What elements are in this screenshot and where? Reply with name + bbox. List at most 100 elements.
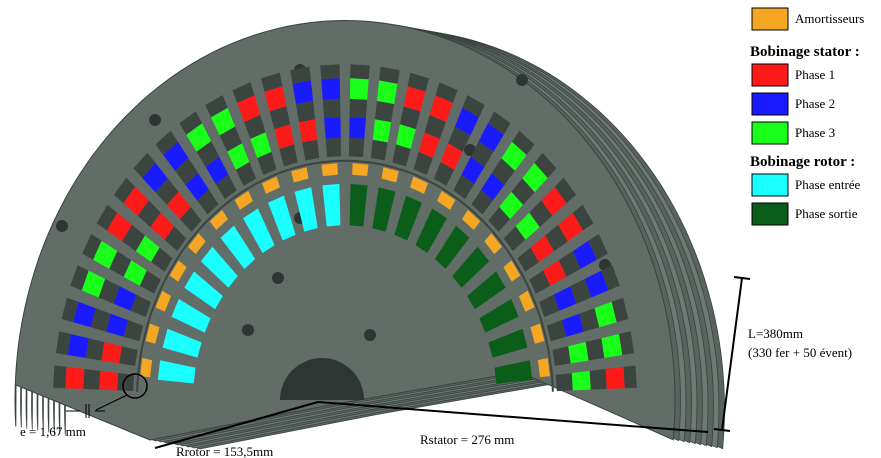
legend-swatch <box>751 202 789 226</box>
stator-slot-segment <box>375 100 395 123</box>
shaft <box>280 358 364 400</box>
stator-slot-segment <box>392 144 411 167</box>
damper-bar <box>140 358 153 378</box>
damper-bar <box>381 167 399 183</box>
stator-slot-segment <box>619 331 635 355</box>
stator-slot-segment <box>135 235 160 262</box>
rotor-bore-edge <box>136 159 554 392</box>
stator-slot-segment <box>109 251 132 277</box>
legend-swatch <box>751 63 789 87</box>
rotor-slot <box>488 328 528 358</box>
legend-swatch <box>751 92 789 116</box>
stator-slot-segment <box>534 152 557 178</box>
damper-bar <box>145 323 160 344</box>
stator-slot-segment <box>584 270 609 298</box>
stator-slot-segment <box>232 82 255 103</box>
vent-hole <box>56 220 68 232</box>
stator-slot-segment <box>376 80 398 104</box>
stator-slot-segment <box>555 373 573 392</box>
stator-slot-segment <box>571 370 591 391</box>
stator-slot-segment <box>570 278 592 304</box>
stator-slot-segment <box>424 114 446 139</box>
stator-slot-segment <box>250 132 272 158</box>
rotor-slot <box>220 225 256 269</box>
stator-slot-segment <box>605 366 625 389</box>
stator-slot-segment <box>579 308 600 332</box>
stator-slot-segment <box>349 78 369 100</box>
damper-bar <box>518 290 535 312</box>
stator-slot-segment <box>123 320 144 342</box>
stator-slot-segment <box>83 369 101 390</box>
stator-slot-segment <box>186 123 212 152</box>
stator-slot-segment <box>99 370 119 391</box>
stator-slot-segment <box>553 286 577 311</box>
stator-slot-segment <box>73 301 96 328</box>
rotor-slot <box>162 328 202 358</box>
stator-slot-segment <box>471 189 493 215</box>
stator-slot-segment <box>219 126 242 152</box>
rotor-slot <box>394 195 422 241</box>
stator-slot-segment <box>81 270 106 298</box>
stator-slot-segment <box>488 206 511 232</box>
stator-slot-segment <box>324 117 341 139</box>
stator-slot-segment <box>585 338 605 361</box>
stator-slot-segment <box>164 226 187 251</box>
stator-slot-segment <box>488 111 511 135</box>
stator-slot-segment <box>133 152 156 178</box>
stator-slot-segment <box>215 174 237 200</box>
stator-slot-segment <box>517 247 539 272</box>
stator-slot-segment <box>196 141 220 167</box>
stator-slot-segment <box>185 173 209 201</box>
stator-slot-segment <box>601 334 623 358</box>
stator-slot-segment <box>348 137 365 158</box>
stator-slot-segment <box>529 270 551 294</box>
rotor-slot <box>452 246 490 288</box>
legend-label: Phase entrée <box>795 177 861 192</box>
stator-slot-segment <box>435 82 458 103</box>
rotor-slot <box>415 208 447 254</box>
stator-slot-segment <box>522 162 548 193</box>
stator-slot-segment <box>179 206 202 232</box>
stator-slot-segment <box>90 308 111 332</box>
rotor-slot <box>157 360 196 384</box>
stator-slot-segment <box>589 369 607 390</box>
stator-slot-segment <box>106 212 132 242</box>
stator-slot-segment <box>61 297 79 323</box>
stator-slot-segment <box>151 247 173 272</box>
stator-slot-segment <box>403 86 426 112</box>
stator-slot-segment <box>611 297 629 323</box>
stator-slot-segment <box>543 260 567 286</box>
legend-label: Amortisseurs <box>795 11 864 26</box>
length-label: L=380mm <box>748 326 803 341</box>
stator-slot-segment <box>396 124 416 149</box>
stator-slot-segment <box>155 130 178 155</box>
legend-label: Phase 3 <box>795 125 835 140</box>
stator-slot-segment <box>113 286 137 311</box>
rotor-radius-line <box>154 401 319 449</box>
stator-slot-segment <box>269 106 290 130</box>
stator-slot-segment <box>279 144 298 167</box>
legend-swatch <box>751 7 789 31</box>
stator-slot-segment <box>264 86 287 112</box>
rotor-slot <box>294 187 318 232</box>
legend-swatch <box>751 121 789 145</box>
rotor-slot <box>171 299 211 333</box>
stator-slot-segment <box>321 78 341 100</box>
rotor-slot <box>268 195 296 241</box>
damper-bar <box>352 163 369 177</box>
damper-bar <box>484 233 502 255</box>
damper-bar <box>234 190 253 210</box>
stator-slot-segment <box>325 137 342 158</box>
stator-slot-segment <box>413 151 433 175</box>
stator-slot-segment <box>65 366 85 389</box>
damper-bar <box>503 260 521 282</box>
stator-slot-segment <box>53 365 67 389</box>
damper-bar <box>437 190 456 210</box>
rotor-slot <box>372 187 396 232</box>
stator-slot-segment <box>594 301 617 328</box>
stator-slot-segment <box>601 265 620 291</box>
stator-slot-segment <box>106 313 128 337</box>
stator-slot-segment <box>322 98 341 119</box>
damper-bar <box>462 209 481 230</box>
